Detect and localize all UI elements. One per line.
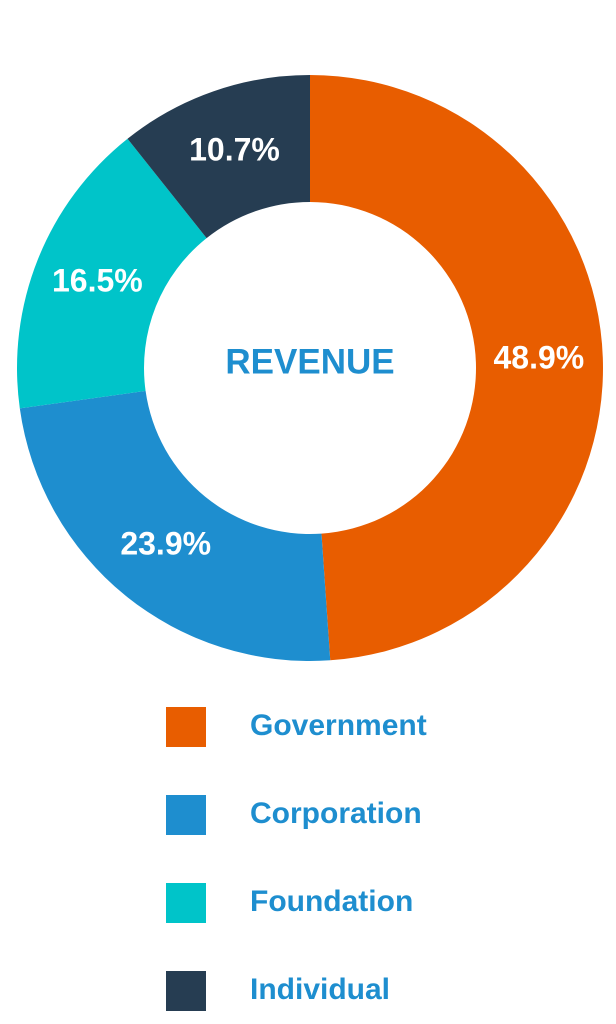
legend-label: Corporation [250,797,422,830]
chart-title: REVENUE [225,342,394,381]
value-label: 16.5% [52,262,143,298]
donut-slice [19,390,331,661]
value-label: 10.7% [189,131,280,167]
legend-label: Individual [250,973,390,1006]
legend-label: Government [250,709,427,742]
legend-swatch [166,795,206,835]
value-label: 23.9% [120,525,211,561]
donut-slice [17,138,207,409]
legend-swatch [166,707,206,747]
legend-swatch [166,971,206,1011]
donut-slice [310,75,603,661]
legend-label: Foundation [250,885,413,918]
donut-slice [127,75,310,239]
legend-swatch [166,883,206,923]
value-label: 48.9% [493,340,584,376]
